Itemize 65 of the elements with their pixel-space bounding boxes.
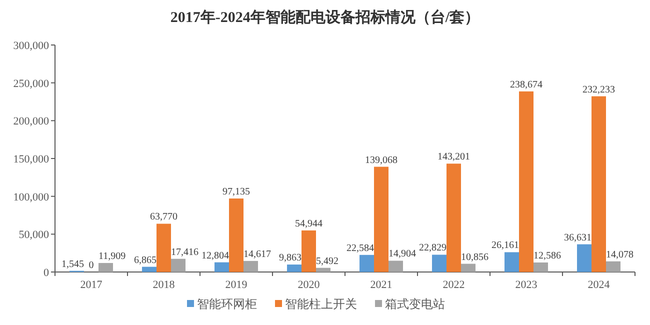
- bar: [446, 164, 461, 272]
- y-tick-label: 100,000: [13, 191, 50, 204]
- bar: [287, 264, 302, 272]
- y-tick-label: 300,000: [13, 40, 50, 52]
- data-label: 12,586: [534, 250, 561, 262]
- bar: [244, 260, 258, 272]
- x-tick-label: 2020: [298, 279, 320, 291]
- y-tick-label: 200,000: [13, 116, 50, 128]
- data-label: 11,909: [98, 250, 126, 262]
- bar: [388, 260, 403, 272]
- x-tick-label: 2022: [442, 279, 465, 291]
- bar: [316, 268, 330, 272]
- x-tick-label: 2023: [515, 279, 538, 291]
- x-tick-label: 2018: [152, 279, 176, 291]
- data-label: 63,770: [150, 212, 178, 223]
- data-label: 26,161: [492, 240, 519, 252]
- data-label: 143,201: [438, 152, 470, 163]
- data-label: 97,135: [222, 186, 250, 198]
- bar: [214, 262, 229, 272]
- x-tick-label: 2021: [370, 279, 392, 291]
- bar: [171, 258, 186, 272]
- data-label: 139,068: [365, 154, 398, 166]
- data-label: 36,631: [564, 232, 592, 244]
- data-label: 14,904: [388, 248, 416, 260]
- legend-label: 箱式变电站: [385, 297, 445, 311]
- data-label: 14,617: [244, 248, 271, 260]
- bar: [592, 96, 606, 272]
- bar: [534, 262, 548, 272]
- bar: [302, 230, 316, 272]
- data-label: 5,492: [316, 256, 338, 267]
- bar: [432, 254, 446, 272]
- data-label: 10,856: [461, 252, 488, 263]
- data-label: 14,078: [606, 249, 634, 260]
- data-label: 1,545: [62, 258, 84, 270]
- chart-title: 2017年-2024年智能配电设备招标情况（台/套）: [170, 9, 480, 26]
- bar: [360, 254, 374, 272]
- y-tick-label: 0: [44, 267, 50, 279]
- bar: [577, 244, 592, 272]
- bar: [606, 261, 620, 272]
- y-tick-label: 50,000: [18, 229, 50, 242]
- bar: [374, 166, 388, 272]
- x-tick-label: 2024: [588, 279, 610, 291]
- bar: [98, 262, 113, 272]
- y-tick-label: 150,000: [13, 154, 50, 166]
- data-label: 22,829: [419, 242, 446, 254]
- bar: [229, 198, 244, 272]
- bar: [461, 264, 476, 272]
- data-label: 22,584: [346, 242, 374, 254]
- bar: [504, 252, 519, 272]
- data-label: 232,233: [582, 84, 615, 96]
- data-label: 9,863: [279, 252, 302, 264]
- bar: [519, 91, 534, 272]
- bar: [156, 224, 171, 272]
- data-label: 238,674: [510, 79, 542, 90]
- data-label: 6,865: [134, 254, 156, 266]
- legend-label: 智能环网柜: [197, 297, 257, 311]
- data-label: 54,944: [295, 218, 322, 230]
- data-label: 12,804: [202, 250, 229, 262]
- x-tick-label: 2019: [225, 279, 248, 291]
- y-tick-label: 250,000: [13, 78, 50, 90]
- x-tick-label: 2017: [80, 279, 103, 291]
- bar: [142, 266, 156, 272]
- data-label: 0: [88, 260, 94, 271]
- legend-label: 智能柱上开关: [285, 297, 357, 311]
- data-label: 17,416: [171, 246, 198, 258]
